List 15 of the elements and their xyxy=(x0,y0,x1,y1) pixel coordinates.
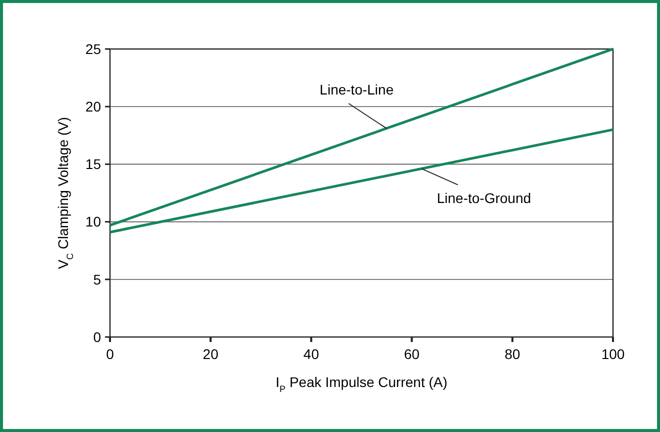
x-tick-label: 20 xyxy=(202,346,219,362)
y-tick-label: 20 xyxy=(85,98,102,114)
annotation: Line-to-Ground xyxy=(436,190,532,206)
y-tick-label: 25 xyxy=(85,40,102,57)
x-tick-label: 0 xyxy=(106,346,114,362)
y-tick-label: 15 xyxy=(85,156,102,172)
x-tick-label: 40 xyxy=(303,346,320,362)
y-tick-label: 0 xyxy=(93,328,102,345)
x-tick-label: 60 xyxy=(404,346,420,362)
x-tick-label: 100 xyxy=(601,346,625,362)
x-axis-title: I$_{P}$ Peak Impulse Current (A) xyxy=(276,374,448,394)
y-tick-label: 5 xyxy=(93,271,102,288)
x-tick-label: 80 xyxy=(504,346,520,362)
annotation: Line-to-Line xyxy=(320,81,394,98)
y-tick-label: 10 xyxy=(85,214,102,230)
